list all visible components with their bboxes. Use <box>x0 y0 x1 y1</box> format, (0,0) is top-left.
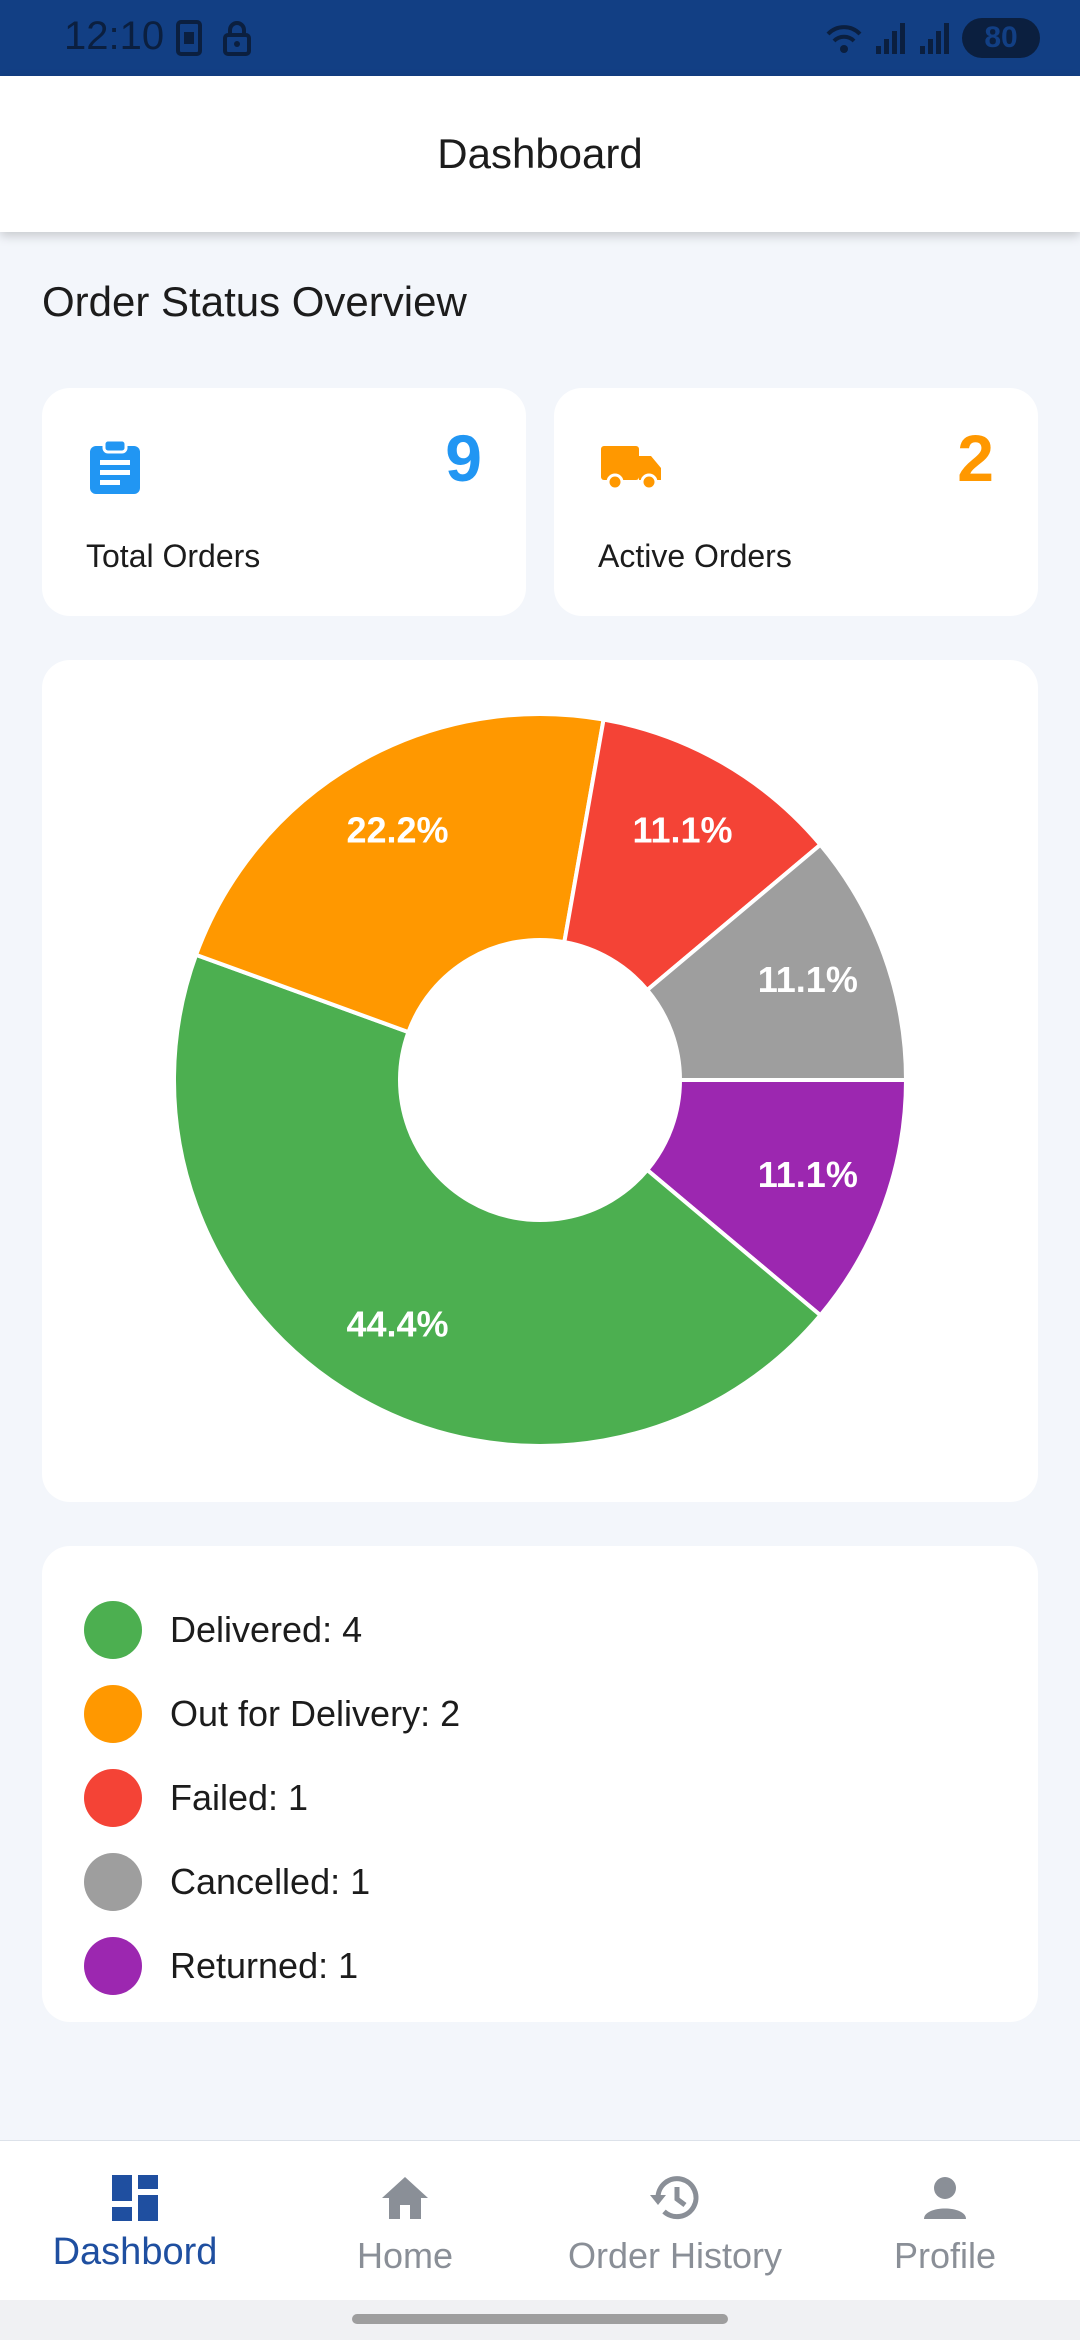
home-icon <box>382 2177 428 2219</box>
pie-slice-label: 11.1% <box>632 810 732 851</box>
donut-chart: 11.1% 44.4% 22.2% 11.1% 11.1% <box>172 712 909 1448</box>
legend-item-delivered: Delivered: 4 <box>42 1588 1038 1672</box>
pie-slice-returned <box>644 1078 909 1319</box>
legend-dot <box>84 1601 142 1659</box>
pie-slice-label: 11.1% <box>758 959 858 1000</box>
gesture-handle[interactable] <box>352 2314 728 2324</box>
legend-item-failed: Failed: 1 <box>42 1756 1038 1840</box>
pie-slice-delivered <box>172 952 824 1448</box>
pie-slice-label: 22.2% <box>346 810 448 851</box>
legend-label: Delivered: 4 <box>170 1609 363 1650</box>
signal-icon-2 <box>920 23 949 54</box>
pie-slice-label: 11.1% <box>758 1154 858 1195</box>
dashboard-icon <box>112 2175 158 2221</box>
nav-item-home[interactable]: Home <box>270 2141 540 2301</box>
history-icon <box>650 2176 699 2220</box>
nav-label: Home <box>356 2235 454 2276</box>
signal-icon <box>876 23 905 54</box>
legend-dot <box>84 1685 142 1743</box>
active-orders-value: 2 <box>957 421 994 495</box>
legend-item-out-for-delivery: Out for Delivery: 2 <box>42 1672 1038 1756</box>
total-orders-card[interactable]: 9 Total Orders <box>42 388 526 616</box>
nav-item-order-history[interactable]: Order History <box>540 2141 810 2301</box>
battery-level: 80 <box>984 21 1018 54</box>
chart-legend: Delivered: 4 Out for Delivery: 2 Failed:… <box>42 1546 1038 2022</box>
legend-item-returned: Returned: 1 <box>42 1924 1038 2008</box>
clipboard-icon <box>90 438 140 494</box>
nav-item-profile[interactable]: Profile <box>810 2141 1080 2301</box>
section-title: Order Status Overview <box>42 278 467 325</box>
legend-dot <box>84 1769 142 1827</box>
nav-label: Order History <box>567 2235 783 2276</box>
total-orders-label: Total Orders <box>86 538 261 574</box>
legend-label: Out for Delivery: 2 <box>170 1693 461 1734</box>
legend-dot <box>84 1853 142 1911</box>
person-icon <box>924 2177 966 2219</box>
pie-slice-cancelled <box>644 841 909 1082</box>
total-orders-value: 9 <box>445 421 482 495</box>
legend-dot <box>84 1937 142 1995</box>
pie-slice-failed <box>561 717 824 993</box>
status-time: 12:10 <box>64 14 165 58</box>
nav-label: Profile <box>893 2235 997 2276</box>
truck-icon <box>601 446 661 491</box>
order-status-chart: 11.1% 44.4% 22.2% 11.1% 11.1% <box>42 660 1038 1502</box>
wifi-icon <box>826 25 862 53</box>
legend-label: Failed: 1 <box>170 1777 309 1818</box>
nav-item-dashboard[interactable]: Dashbord <box>0 2141 270 2301</box>
pie-slice-label: 44.4% <box>346 1303 448 1344</box>
app-bar: Dashboard <box>0 76 1080 232</box>
bottom-navigation: Dashbord Home Order History Profile <box>0 2140 1080 2300</box>
nav-label: Dashbord <box>52 2231 218 2273</box>
status-bar: 12:10 80 <box>0 0 1080 76</box>
gesture-area <box>0 2300 1080 2340</box>
pie-slice-out-for-delivery <box>193 712 606 1035</box>
legend-item-cancelled: Cancelled: 1 <box>42 1840 1038 1924</box>
screenshot-icon <box>176 20 202 56</box>
battery-icon: 80 <box>962 18 1040 58</box>
legend-label: Returned: 1 <box>170 1945 359 1986</box>
lock-icon <box>223 21 251 56</box>
active-orders-label: Active Orders <box>598 538 792 574</box>
page-title: Dashboard <box>437 130 643 177</box>
active-orders-card[interactable]: 2 Active Orders <box>554 388 1038 616</box>
legend-label: Cancelled: 1 <box>170 1861 371 1902</box>
